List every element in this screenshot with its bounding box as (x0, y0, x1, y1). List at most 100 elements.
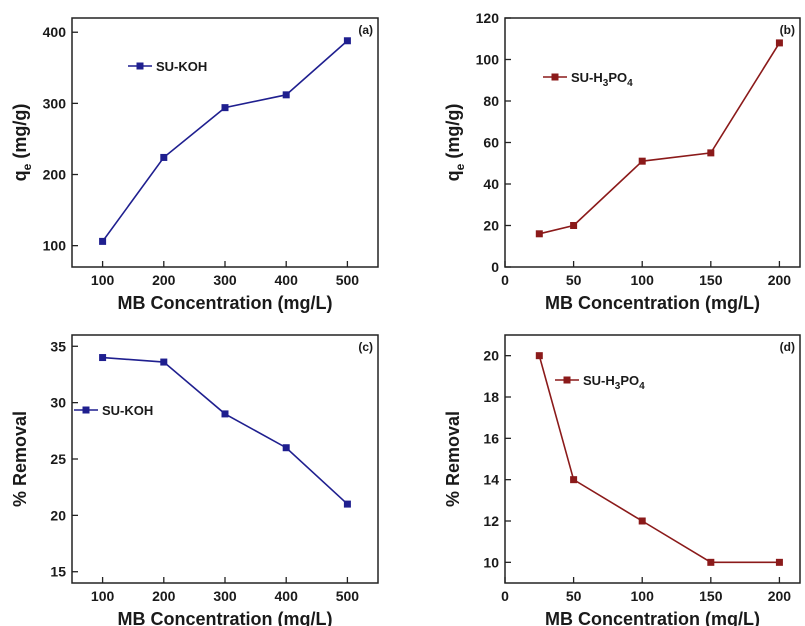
legend-label-subscript: 4 (627, 78, 633, 89)
chart-panel-d: 0 50 100 150 200 10 12 14 16 18 20 MB Concentration… (443, 334, 801, 626)
y-axis-title: qe (mg/g) (10, 104, 34, 182)
legend-label: SU-H3PO4 (583, 373, 645, 392)
y-tick-label: 15 (50, 564, 66, 580)
x-tick-label: 200 (768, 588, 792, 604)
x-axis-title: MB Concentration (mg/L) (545, 293, 760, 313)
y-tick-label: 25 (50, 451, 66, 467)
x-tick-label: 0 (501, 588, 509, 604)
x-tick-label: 100 (91, 272, 115, 288)
y-tick-label: 300 (43, 95, 67, 111)
x-tick-label: 300 (213, 272, 237, 288)
y-tick-label: 120 (476, 10, 500, 26)
y-tick-label: 200 (43, 167, 67, 183)
x-tick-label: 200 (152, 588, 176, 604)
data-point (775, 39, 783, 47)
y-axis-title: % Removal (10, 411, 30, 507)
y-tick-label: 100 (476, 52, 500, 68)
legend-marker (551, 73, 559, 81)
y-axis-title-main: q (443, 170, 463, 181)
x-tick-label: 100 (631, 588, 655, 604)
series-line (102, 356, 348, 505)
y-tick-label: 14 (483, 472, 499, 488)
y-tick-label: 12 (483, 513, 499, 529)
data-point (775, 558, 783, 566)
data-point (99, 237, 107, 245)
data-point (282, 444, 290, 452)
data-point (535, 352, 543, 360)
legend-label-main: SU-KOH (102, 403, 153, 418)
legend-label-main: SU-H (583, 373, 615, 388)
x-axis-title: MB Concentration (mg/L) (118, 293, 333, 313)
plot-frame (504, 17, 801, 268)
data-point (221, 410, 229, 418)
data-point (638, 157, 646, 165)
legend-marker (136, 62, 144, 70)
series-line (101, 40, 348, 242)
y-tick-label: 80 (483, 93, 499, 109)
y-axis-title-main: q (10, 170, 30, 181)
x-tick-label: 0 (501, 272, 509, 288)
y-tick-label: 400 (43, 24, 67, 40)
y-tick-label: 100 (43, 238, 67, 254)
y-tick-label: 60 (483, 135, 499, 151)
y-axis-title-unit: (mg/g) (443, 104, 463, 164)
data-point (570, 476, 578, 484)
data-point (707, 149, 715, 157)
y-tick-label: 20 (483, 348, 499, 364)
y-tick-label: 20 (50, 507, 66, 523)
data-point (160, 358, 168, 366)
plot-frame (504, 334, 801, 584)
series-line (538, 355, 780, 564)
data-point (570, 222, 578, 229)
y-tick-label: 20 (483, 218, 499, 234)
plot-frame (71, 334, 379, 584)
panel-label: (c) (358, 340, 373, 354)
legend-marker (563, 376, 571, 384)
x-axis-title: MB Concentration (mg/L) (118, 609, 333, 626)
data-point (707, 558, 715, 566)
x-tick-label: 200 (152, 272, 176, 288)
y-tick-label: 35 (50, 338, 66, 354)
chart-panel-b: 0 50 100 150 200 0 20 40 60 80 100 120 MB Concentrat… (443, 10, 801, 313)
x-tick-label: 50 (566, 588, 582, 604)
legend-label-main: SU-H (571, 70, 603, 85)
legend-label-subscript: 3 (615, 381, 621, 392)
x-tick-label: 150 (699, 588, 723, 604)
data-point (160, 153, 168, 161)
x-tick-label: 100 (91, 588, 115, 604)
data-point (99, 354, 107, 362)
legend-label-main: SU-KOH (156, 59, 207, 74)
panel-label: (d) (780, 340, 795, 354)
data-point (343, 37, 351, 45)
data-point (343, 500, 351, 508)
x-tick-label: 500 (336, 588, 360, 604)
panel-label: (a) (358, 23, 373, 37)
y-axis-title-subscript: e (20, 163, 34, 170)
legend-marker (82, 406, 90, 414)
y-axis-title-unit: (mg/g) (10, 104, 30, 164)
data-point (221, 104, 229, 112)
y-tick-label: 40 (483, 176, 499, 192)
y-tick-label: 16 (483, 430, 499, 446)
x-tick-label: 500 (336, 272, 360, 288)
data-point (282, 91, 290, 99)
y-axis-title-main: % Removal (443, 411, 463, 507)
panel-label: (b) (780, 23, 795, 37)
x-tick-label: 50 (566, 272, 582, 288)
legend-label: SU-KOH (156, 59, 207, 74)
legend-label-part: PO (608, 70, 627, 85)
y-axis-title-main: % Removal (10, 411, 30, 507)
y-axis-title-subscript: e (453, 163, 467, 170)
y-tick-label: 10 (483, 554, 499, 570)
x-tick-label: 400 (275, 272, 299, 288)
legend-label-part: PO (620, 373, 639, 388)
legend-label: SU-KOH (102, 403, 153, 418)
y-tick-label: 30 (50, 395, 66, 411)
x-axis-title: MB Concentration (mg/L) (545, 609, 760, 626)
y-axis-title: qe (mg/g) (443, 104, 467, 182)
y-tick-label: 18 (483, 389, 499, 405)
y-tick-label: 0 (491, 259, 499, 275)
data-point (638, 517, 646, 525)
x-tick-label: 150 (699, 272, 723, 288)
